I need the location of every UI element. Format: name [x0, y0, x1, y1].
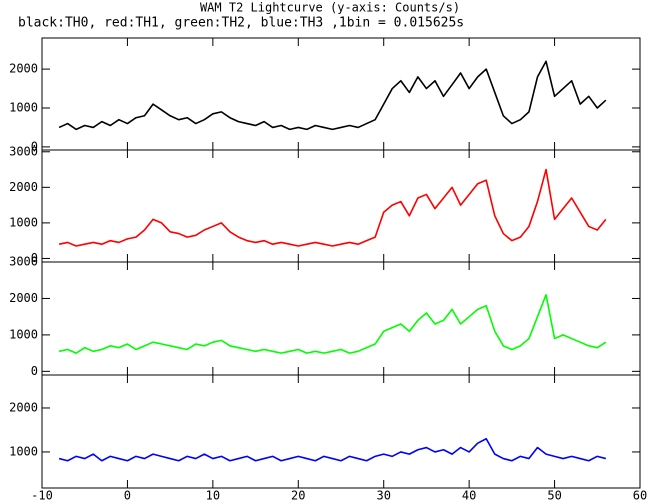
chart-title: WAM T2 Lightcurve (y-axis: Counts/s) — [200, 1, 460, 15]
y-tick-label: 1000 — [9, 215, 38, 229]
y-tick-label: 2000 — [9, 180, 38, 194]
light-curve — [58, 294, 607, 354]
y-tick-label: 0 — [31, 139, 38, 153]
y-tick-label: 3000 — [9, 255, 38, 269]
x-tick-label: 50 — [547, 489, 561, 503]
y-tick-label: 1000 — [9, 444, 38, 458]
y-tick-label: 3000 — [9, 144, 38, 158]
x-tick-label: 10 — [206, 489, 220, 503]
y-tick-label: 0 — [31, 364, 38, 378]
x-tick-label: 20 — [291, 489, 305, 503]
x-tick-label: -10 — [31, 489, 53, 503]
panel-frame — [41, 37, 641, 151]
y-tick-label: 1000 — [9, 101, 38, 115]
light-curve — [58, 60, 607, 131]
x-tick-label: 40 — [462, 489, 476, 503]
x-tick-label: 60 — [633, 489, 647, 503]
y-tick-label: 0 — [31, 251, 38, 265]
panel-frame — [41, 374, 641, 489]
light-curve — [58, 168, 607, 247]
chart-subtitle: black:TH0, red:TH1, green:TH2, blue:TH3 … — [18, 16, 464, 31]
light-curve — [58, 437, 607, 462]
y-tick-label: 2000 — [9, 291, 38, 305]
y-tick-label: 2000 — [9, 62, 38, 76]
x-tick-label: 30 — [376, 489, 390, 503]
x-tick-label: 0 — [124, 489, 131, 503]
y-tick-label: 2000 — [9, 400, 38, 414]
panel-frame — [41, 149, 641, 263]
y-tick-label: 1000 — [9, 327, 38, 341]
